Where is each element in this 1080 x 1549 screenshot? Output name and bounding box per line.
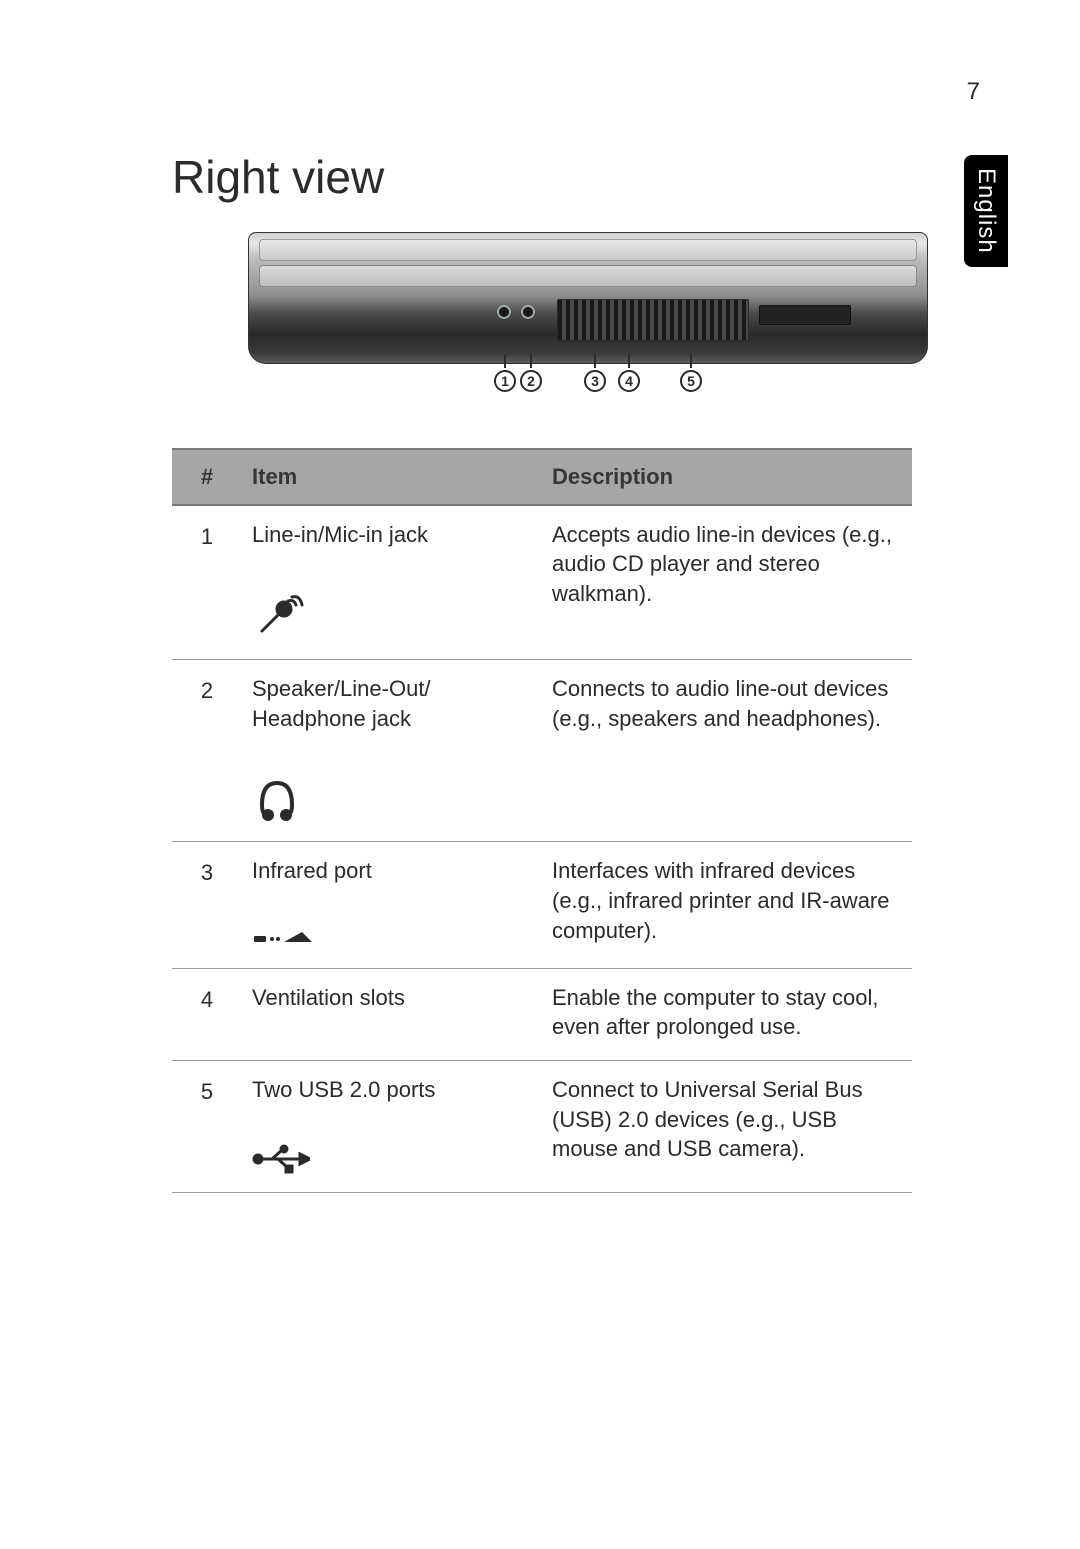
row-num: 5	[172, 1075, 242, 1107]
manual-page: 7 English Right view 1 2 3 4 5 # Item De…	[0, 0, 1080, 1549]
item-label: Two USB 2.0 ports	[252, 1075, 532, 1105]
row-num: 1	[172, 520, 242, 552]
language-tab: English	[964, 155, 1008, 267]
audio-jack-2	[521, 305, 535, 319]
row-desc: Accepts audio line-in devices (e.g., aud…	[542, 520, 912, 609]
port-slot	[759, 305, 851, 325]
row-num: 2	[172, 674, 242, 706]
section-heading: Right view	[172, 150, 384, 204]
callout-3: 3	[584, 370, 606, 392]
table-row: 1 Line-in/Mic-in jack Accepts audio line…	[172, 506, 912, 660]
laptop-body	[259, 265, 917, 287]
ports-table: # Item Description 1 Line-in/Mic-in jack	[172, 448, 912, 1193]
language-label: English	[972, 168, 1000, 254]
item-label: Speaker/Line-Out/ Headphone jack	[252, 674, 532, 733]
callout-row: 1 2 3 4 5	[248, 364, 928, 404]
row-item: Ventilation slots	[242, 983, 542, 1023]
usb-icon	[252, 1144, 532, 1174]
header-num: #	[172, 450, 242, 504]
table-row: 4 Ventilation slots Enable the computer …	[172, 969, 912, 1061]
item-label: Ventilation slots	[252, 983, 532, 1013]
row-num: 3	[172, 856, 242, 888]
header-item: Item	[242, 450, 542, 504]
row-desc: Interfaces with infrared devices (e.g., …	[542, 856, 912, 945]
row-num: 4	[172, 983, 242, 1015]
row-item: Speaker/Line-Out/ Headphone jack	[242, 674, 542, 823]
item-label: Infrared port	[252, 856, 532, 886]
callout-5: 5	[680, 370, 702, 392]
row-desc: Connects to audio line-out devices (e.g.…	[542, 674, 912, 733]
row-item: Line-in/Mic-in jack	[242, 520, 542, 641]
page-number: 7	[967, 78, 980, 106]
table-row: 5 Two USB 2.0 ports	[172, 1061, 912, 1193]
callout-4: 4	[618, 370, 640, 392]
callout-1: 1	[494, 370, 516, 392]
row-item: Two USB 2.0 ports	[242, 1075, 542, 1174]
row-desc: Connect to Universal Serial Bus (USB) 2.…	[542, 1075, 912, 1164]
mic-icon	[252, 589, 532, 641]
infrared-icon	[252, 926, 532, 950]
table-row: 2 Speaker/Line-Out/ Headphone jack	[172, 660, 912, 842]
header-desc: Description	[542, 450, 912, 504]
laptop-lid	[259, 239, 917, 261]
ventilation-grille	[557, 299, 749, 341]
row-desc: Enable the computer to stay cool, even a…	[542, 983, 912, 1042]
device-figure: 1 2 3 4 5	[248, 232, 928, 404]
table-row: 3 Infrared port Interfaces with infrared…	[172, 842, 912, 968]
table-header-row: # Item Description	[172, 448, 912, 506]
callout-2: 2	[520, 370, 542, 392]
audio-jack-1	[497, 305, 511, 319]
row-item: Infrared port	[242, 856, 542, 949]
item-label: Line-in/Mic-in jack	[252, 520, 532, 550]
headphone-icon	[252, 773, 532, 823]
laptop-right-view	[248, 232, 928, 364]
